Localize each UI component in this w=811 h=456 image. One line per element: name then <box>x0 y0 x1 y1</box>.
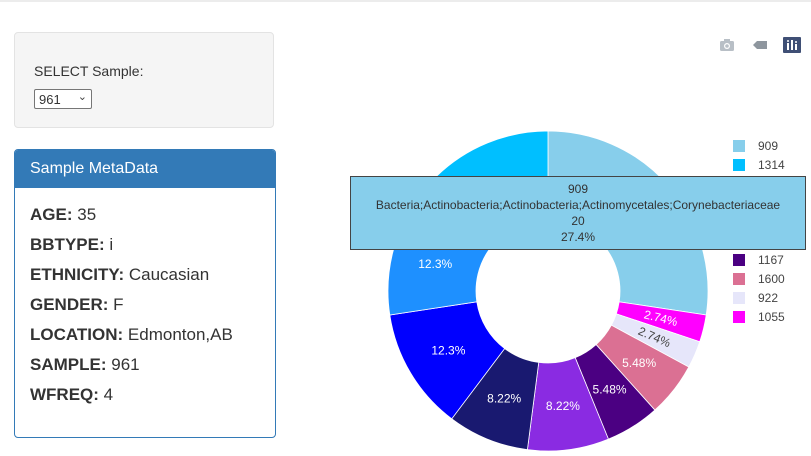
sample-select-value: 961 <box>39 92 61 107</box>
metadata-row: BBTYPE: i <box>30 235 114 254</box>
legend: 909 1314 1167 1600 922 1055 <box>733 139 785 324</box>
slice-percent-label: 5.48% <box>593 382 627 396</box>
hover-percent: 27.4% <box>560 230 596 244</box>
legend-label[interactable]: 1055 <box>758 310 785 324</box>
hover-tooltip: 909 Bacteria;Actinobacteria;Actinobacter… <box>350 176 806 250</box>
slice-percent-label: 8.22% <box>487 391 521 405</box>
hover-value: 20 <box>571 214 585 228</box>
slice-percent-label: 5.48% <box>622 356 656 370</box>
legend-label[interactable]: 1314 <box>758 158 785 172</box>
metadata-title: Sample MetaData <box>15 150 275 188</box>
tag-icon[interactable] <box>751 37 769 53</box>
slice-percent-label: 8.22% <box>546 399 580 413</box>
slice-percent-label: 12.3% <box>418 257 452 271</box>
top-divider <box>0 0 811 2</box>
plotly-logo-icon[interactable] <box>783 37 801 53</box>
metadata-row: ETHNICITY: Caucasian <box>30 265 210 284</box>
legend-label[interactable]: 922 <box>758 291 778 305</box>
legend-swatch[interactable] <box>733 273 745 285</box>
metadata-row: AGE: 35 <box>30 205 97 224</box>
legend-swatch[interactable] <box>733 140 745 152</box>
legend-swatch[interactable] <box>733 254 745 266</box>
legend-label[interactable]: 909 <box>758 139 778 153</box>
legend-swatch[interactable] <box>733 292 745 304</box>
legend-swatch[interactable] <box>733 311 745 323</box>
metadata-panel: Sample MetaData AGE: 35 BBTYPE: i ETHNIC… <box>14 149 276 438</box>
camera-icon[interactable] <box>718 37 736 53</box>
metadata-list: AGE: 35 BBTYPE: i ETHNICITY: Caucasian G… <box>15 188 275 410</box>
hover-label: 909 <box>567 182 589 196</box>
select-label: SELECT Sample: <box>34 63 144 79</box>
select-panel: SELECT Sample: 961 ⌄ <box>14 32 274 128</box>
hover-taxonomy: Bacteria;Actinobacteria;Actinobacteria;A… <box>375 198 781 212</box>
chevron-down-icon: ⌄ <box>77 91 87 103</box>
slice-labels: 2.74%2.74%5.48%5.48%8.22%8.22%12.3%12.3% <box>418 257 679 413</box>
slice-percent-label: 12.3% <box>431 343 465 357</box>
metadata-row: WFREQ: 4 <box>30 385 114 404</box>
metadata-row: GENDER: F <box>30 295 124 314</box>
metadata-row: SAMPLE: 961 <box>30 355 140 374</box>
metadata-row: LOCATION: Edmonton,AB <box>30 325 233 344</box>
sample-select[interactable]: 961 ⌄ <box>34 89 92 109</box>
legend-label[interactable]: 1600 <box>758 272 785 286</box>
legend-label[interactable]: 1167 <box>758 253 784 267</box>
legend-swatch[interactable] <box>733 159 745 171</box>
